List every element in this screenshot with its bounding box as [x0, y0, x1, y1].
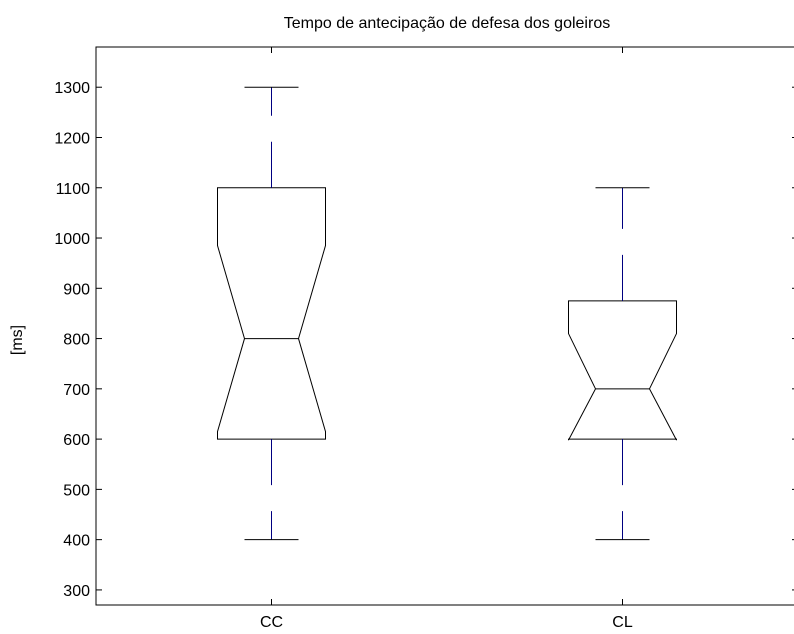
- x-tick-label: CL: [612, 614, 633, 631]
- y-tick-label: 300: [63, 583, 90, 600]
- y-tick-label: 500: [63, 482, 90, 499]
- y-tick-label: 700: [63, 382, 90, 399]
- y-tick-label: 900: [63, 281, 90, 298]
- notched-box: [217, 187, 326, 440]
- y-tick-label: 1000: [54, 231, 90, 248]
- y-axis-label: [ms]: [9, 325, 26, 355]
- notched-box: [568, 300, 677, 441]
- y-tick-label: 600: [63, 432, 90, 449]
- y-tick-label: 400: [63, 533, 90, 550]
- y-tick-label: 1200: [54, 130, 90, 147]
- x-tick-label: CC: [260, 614, 283, 631]
- plot-frame: [95, 46, 794, 606]
- box-cl: [568, 187, 677, 541]
- box-group: [217, 86, 677, 541]
- y-tick-label: 1100: [56, 181, 91, 198]
- y-axis-ticks: 300 400 500 600 700 800 900 1000 1100 1200 1300: [54, 80, 794, 600]
- box-cc: [217, 86, 326, 541]
- chart-title: Tempo de antecipação de defesa dos golei…: [284, 15, 610, 32]
- y-tick-label: 800: [63, 332, 90, 349]
- x-axis-ticks: CC CL: [260, 47, 633, 631]
- y-tick-label: 1300: [54, 80, 90, 97]
